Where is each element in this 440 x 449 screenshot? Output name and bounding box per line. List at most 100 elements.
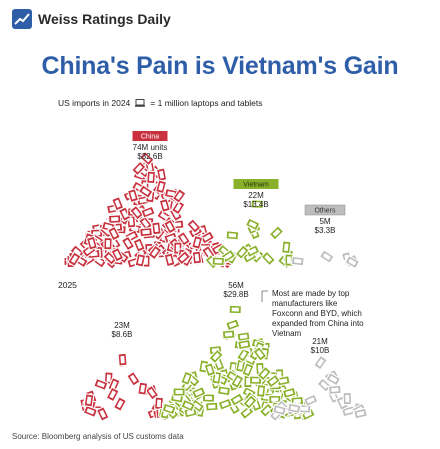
laptop-icon [313, 354, 328, 371]
units-label-china: 74M units [133, 143, 168, 152]
laptop-icon [134, 252, 147, 268]
laptop-icon [286, 402, 302, 415]
laptop-icon [82, 404, 99, 419]
pile-china [79, 352, 174, 422]
laptop-icon [103, 237, 113, 251]
laptop-icon [146, 170, 157, 185]
laptop-icon [204, 401, 219, 412]
series-tag-others [304, 204, 346, 216]
laptop-icon [236, 347, 251, 363]
value-label-others: $3.3B [315, 226, 336, 235]
laptop-icon [137, 184, 154, 200]
units-label-vietnam: 22M [248, 191, 264, 200]
laptop-icon [180, 370, 194, 387]
header: Weiss Ratings Daily [12, 8, 171, 30]
brand-name: Weiss Ratings Daily [38, 11, 171, 27]
laptop-icon [272, 403, 288, 417]
laptop-icon [117, 352, 128, 367]
laptop-icon [234, 244, 250, 261]
laptop-icon [203, 361, 217, 378]
chart-logo-icon [12, 9, 32, 29]
laptop-icon [180, 398, 196, 413]
laptop-icon [221, 329, 236, 340]
laptop-icon [105, 386, 120, 403]
laptop-icon [67, 251, 82, 268]
laptop-icon [258, 402, 275, 419]
laptop-icon [281, 386, 297, 399]
laptop-icon [208, 348, 224, 365]
laptop-icon [252, 345, 268, 362]
laptop-icon [265, 373, 282, 389]
laptop-icon [318, 249, 335, 264]
laptop-icon [172, 387, 186, 397]
subtitle: US imports in 2024 = 1 million laptops a… [58, 98, 263, 108]
value-label-china: $8.6B [112, 330, 133, 339]
laptop-icon [268, 225, 285, 241]
pile-china [63, 150, 235, 270]
series-name-others: Others [314, 208, 336, 215]
pile-others [290, 249, 361, 270]
laptop-icon [132, 237, 146, 253]
laptop-icon [95, 406, 110, 422]
laptop-icon [129, 204, 145, 221]
laptop-icon [225, 230, 240, 241]
laptop-icon [126, 370, 141, 387]
laptop-icon [290, 255, 305, 267]
laptop-icon [244, 217, 261, 232]
laptop-icon [236, 331, 251, 343]
subtitle-label: US imports in 2024 [58, 98, 131, 108]
value-label-vietnam: $29.8B [223, 290, 248, 299]
laptop-icon [302, 393, 319, 408]
laptop-icon [255, 383, 267, 398]
laptop-icon [175, 249, 192, 266]
laptop-icon [162, 218, 178, 235]
laptop-icon [186, 218, 202, 234]
value-label-china: $32.6B [137, 152, 162, 161]
laptop-icon [155, 167, 168, 182]
laptop-icon [120, 235, 136, 252]
laptop-icon [260, 250, 277, 267]
series-name-china: China [141, 134, 159, 141]
laptop-icon [158, 197, 171, 213]
laptop-icon [256, 365, 273, 382]
laptop-icon [163, 252, 176, 268]
laptop-icon [106, 225, 121, 242]
series-tag-vietnam [233, 179, 279, 189]
units-label-vietnam: 56M [228, 281, 244, 290]
units-label-others: 21M [312, 337, 328, 346]
value-label-others: $10B [311, 346, 330, 355]
series-tag-china [132, 131, 168, 141]
laptop-icon [107, 214, 122, 224]
laptop-icon [228, 304, 242, 315]
laptop-icon [161, 402, 177, 416]
page-title: China's Pain is Vietnam's Gain [41, 52, 399, 80]
year-label: 2025 [58, 280, 77, 290]
laptop-icon [139, 226, 153, 238]
laptop-icon [248, 375, 263, 385]
laptop-icon [140, 205, 156, 219]
units-label-china: 23M [114, 321, 130, 330]
laptop-icon [85, 235, 99, 251]
laptop-icon [244, 244, 261, 259]
laptop-icon [211, 370, 223, 385]
series-name-vietnam: Vietnam [243, 182, 269, 189]
laptop-icon [191, 234, 204, 250]
laptop-icon [147, 244, 163, 261]
laptop-icon [137, 215, 154, 232]
laptop-icon [211, 256, 226, 267]
laptop-icon [250, 199, 264, 209]
annotation: Most are made by top manufacturers like Fo… [272, 289, 364, 338]
pile-vietnam [204, 199, 295, 270]
laptop-icon [126, 187, 140, 204]
laptop-icon [190, 385, 207, 400]
laptop-icon [171, 188, 187, 204]
units-label-others: 5M [319, 217, 330, 226]
source-note: Source: Bloomberg analysis of US customs… [12, 432, 184, 441]
laptop-icon [325, 372, 342, 387]
laptop-icon [327, 384, 342, 395]
chart-panel-2024: China 74M units$32.6B Vietnam 22M$13.4B Othe… [63, 131, 361, 270]
value-label-vietnam: $13.4B [243, 200, 268, 209]
laptop-icon [131, 160, 147, 177]
laptop-icon [216, 385, 232, 397]
